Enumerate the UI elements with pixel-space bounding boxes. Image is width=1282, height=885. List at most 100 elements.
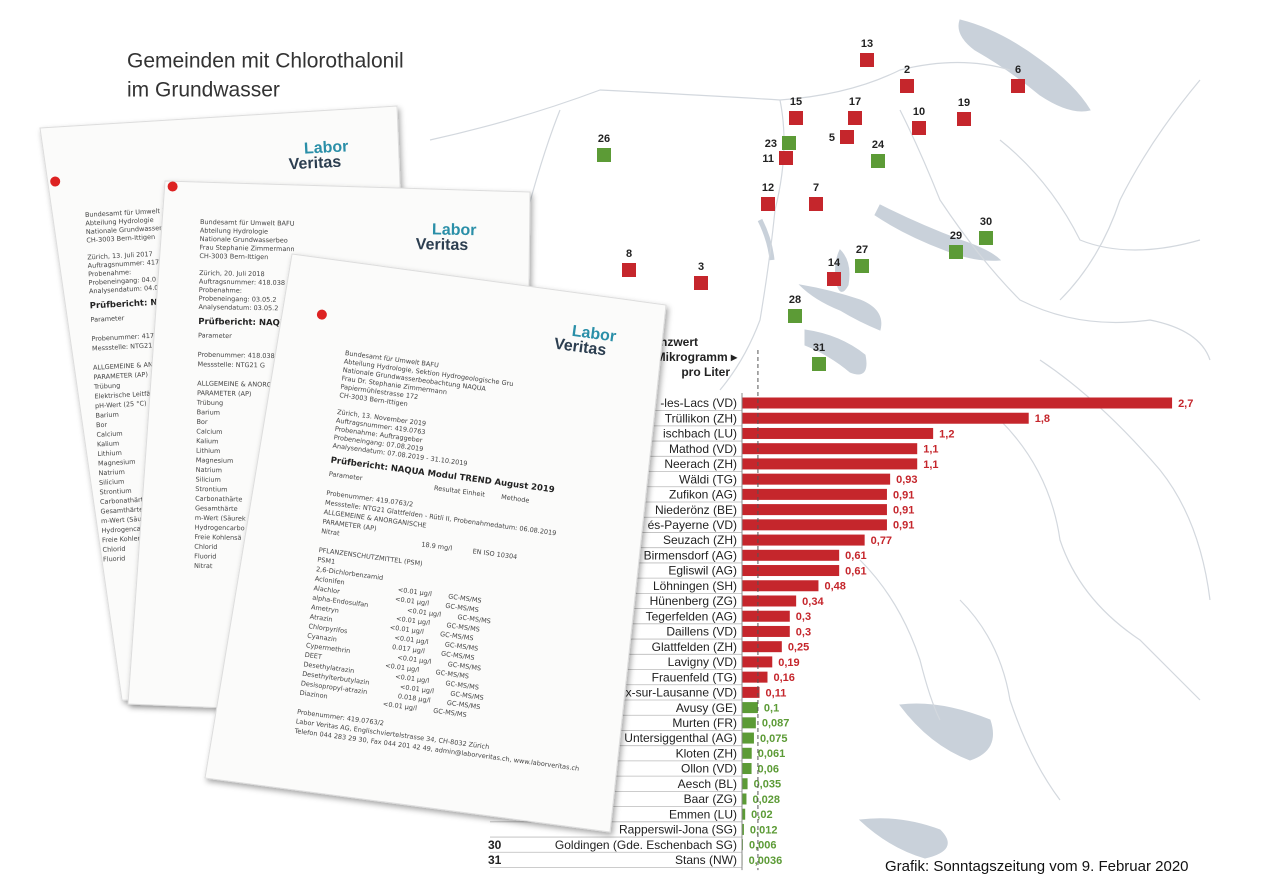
document-line: Probenummer: 417.0 [91, 331, 160, 343]
category-label: -les-Lacs (VD) [660, 396, 737, 410]
lake-maggiore [899, 703, 993, 761]
category-label: Hünenberg (ZG) [650, 594, 737, 608]
document-line: Analysendatum: 04.0 [89, 284, 159, 296]
document-line: Elektrische Leitfähigk [94, 389, 164, 401]
value-label: 0,91 [893, 520, 914, 532]
document-line: Barium [197, 408, 221, 416]
value-label: 1,1 [923, 459, 938, 471]
bar [742, 763, 752, 775]
category-label: Murten (FR) [672, 716, 737, 730]
bar [742, 534, 865, 546]
document-line: Hydrogencarbonat [101, 524, 162, 535]
document-line: CH-3003 Bern-Ittigen [199, 252, 268, 261]
document-line: Gesamthärte [195, 504, 238, 513]
marker-label: 31 [813, 342, 825, 354]
value-label: 1,8 [1035, 413, 1050, 425]
map-marker [1011, 79, 1025, 93]
value-label: 0,0036 [749, 855, 783, 867]
bar [742, 427, 934, 439]
value-label: 0,1 [764, 703, 779, 715]
category-label: Untersiggenthal (AG) [624, 731, 737, 745]
marker-label: 17 [849, 96, 861, 108]
marker-label: 27 [856, 244, 868, 256]
value-label: 0,3 [796, 626, 811, 638]
category-label: Mathod (VD) [669, 442, 737, 456]
bar [742, 686, 760, 698]
rank-label: 30 [488, 838, 502, 852]
marker-label: 12 [762, 182, 774, 194]
bar [742, 671, 768, 683]
map-marker [597, 148, 611, 162]
bar [742, 610, 790, 622]
document-line: Freie Kohlensäure [102, 533, 160, 544]
document-line: pH-Wert (25 °C) [95, 399, 147, 410]
map-marker [957, 112, 971, 126]
category-label: Niederönz (BE) [655, 503, 737, 517]
lake-lugano [858, 818, 948, 859]
value-label: 0,075 [760, 733, 788, 745]
category-label: Rapperswil-Jona (SG) [619, 823, 737, 837]
document-line: Bor [196, 418, 208, 426]
category-label: Frauenfeld (TG) [652, 670, 737, 684]
document-line: Nitrat [194, 562, 213, 570]
map-marker [871, 154, 885, 168]
title-line: im Grundwasser [127, 79, 280, 102]
marker-label: 3 [698, 261, 704, 273]
marker-label: 15 [790, 96, 802, 108]
value-label: 0,77 [871, 535, 892, 547]
category-label: Seuzach (ZH) [663, 533, 737, 547]
document-line: Auftragsnummer: 418.038 [199, 277, 285, 287]
document-line: Chlorid [194, 543, 217, 551]
value-label: 0,028 [752, 794, 780, 806]
category-label: Baar (ZG) [684, 792, 737, 806]
bar [742, 793, 747, 805]
document-line: Probenahme: [199, 286, 242, 295]
credit: Grafik: Sonntagszeitung vom 9. Februar 2… [885, 858, 1189, 875]
map-marker [788, 309, 802, 323]
document-line: ALLGEMEINE & ANORG [197, 379, 272, 388]
marker-label: 26 [598, 133, 610, 145]
value-label: 0,006 [749, 840, 777, 852]
map-marker [779, 151, 793, 165]
marker-label: 11 [762, 153, 774, 165]
map-marker [900, 79, 914, 93]
title: Gemeinden mit Chlorothalonil im Grundwas… [127, 50, 404, 102]
document-line: Nationale Grundwasserbeo [200, 235, 288, 245]
marker-label: 23 [765, 138, 777, 150]
marker-label: 28 [789, 294, 801, 306]
marker-label: 2 [904, 64, 910, 76]
document-line: Messstelle: NTG21 G [197, 360, 265, 369]
value-label: 0,19 [778, 657, 799, 669]
value-label: 0,93 [896, 474, 917, 486]
bar [742, 458, 918, 470]
map-marker [979, 231, 993, 245]
category-label: Glattfelden (ZH) [652, 640, 737, 654]
marker-label: 14 [828, 257, 841, 269]
title-line: Gemeinden mit Chlorothalonil [127, 50, 404, 73]
value-label: 0,48 [824, 581, 845, 593]
document-line: Fluorid [194, 552, 216, 560]
bar [742, 549, 840, 561]
marker-label: 13 [861, 38, 873, 50]
document-line: Probeneingang: 03.05.2 [199, 294, 277, 303]
category-label: Stans (NW) [675, 853, 737, 867]
logo-text: Labor [304, 138, 349, 157]
marker-label: 10 [913, 106, 925, 118]
bar [742, 595, 797, 607]
value-label: 0,11 [766, 687, 787, 699]
bar [742, 504, 887, 516]
category-label: Wäldi (TG) [679, 472, 737, 486]
document-line: Natrium [196, 466, 222, 474]
document-line: Kalium [97, 439, 120, 448]
document-line: Zürich, 20. Juli 2018 [199, 269, 265, 278]
map-marker [622, 263, 636, 277]
value-label: 0,012 [750, 824, 778, 836]
marker-label: 7 [813, 182, 819, 194]
marker-label: 8 [626, 248, 632, 260]
map-marker [782, 136, 796, 150]
category-label: Tegerfelden (AG) [646, 609, 737, 623]
document-line: Silicium [99, 478, 125, 487]
